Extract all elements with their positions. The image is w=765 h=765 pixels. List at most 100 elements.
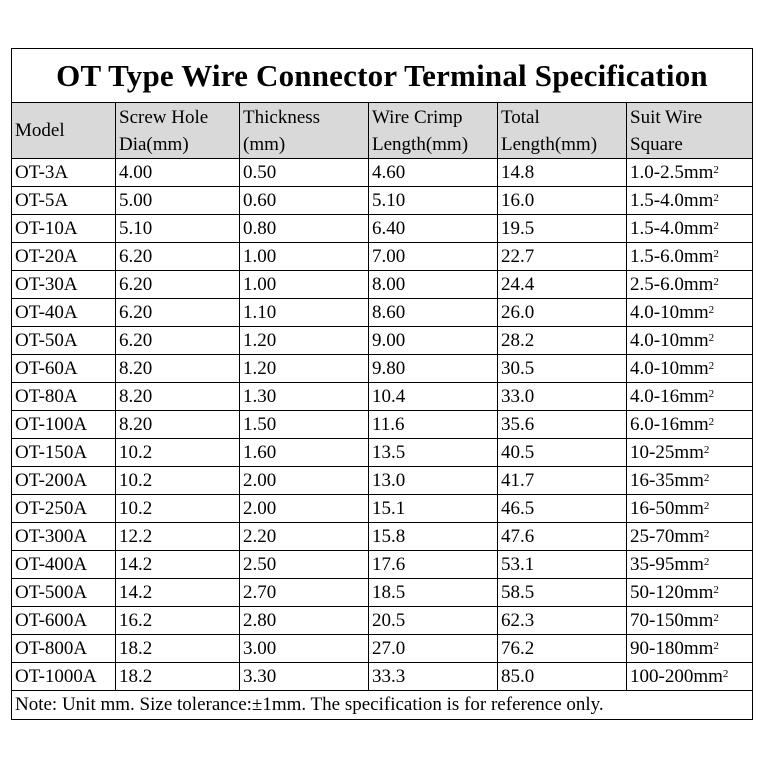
- spec-sheet: OT Type Wire Connector Terminal Specific…: [10, 48, 754, 720]
- cell-thickness: 3.00: [239, 634, 369, 663]
- cell-total-length: 30.5: [497, 354, 627, 383]
- squared-superscript: 2: [703, 556, 710, 568]
- cell-screw-hole-dia: 8.20: [115, 382, 240, 411]
- cell-suit-wire-square: 1.5-6.0mm2: [625, 242, 754, 271]
- squared-superscript: 2: [703, 500, 710, 512]
- cell-thickness: 2.00: [239, 494, 369, 523]
- cell-total-length: 24.4: [497, 270, 627, 299]
- column-header-wire-crimp-length: Wire Crimp Length(mm): [368, 102, 498, 159]
- cell-screw-hole-dia: 18.2: [115, 662, 240, 691]
- cell-screw-hole-dia: 16.2: [115, 606, 240, 635]
- cell-wire-crimp-length: 13.0: [368, 466, 498, 495]
- cell-model: OT-80A: [11, 382, 116, 411]
- cell-suit-wire-square: 1.5-4.0mm2: [625, 186, 754, 215]
- squared-superscript: 2: [708, 332, 715, 344]
- table-row: OT-10A 5.10 0.80 6.40 19.5 1.5-4.0mm2: [11, 214, 754, 243]
- table-row: OT-800A 18.2 3.00 27.0 76.2 90-180mm2: [11, 634, 754, 663]
- cell-total-length: 28.2: [497, 326, 627, 355]
- cell-thickness: 2.70: [239, 578, 369, 607]
- cell-suit-wire-square: 1.5-4.0mm2: [625, 214, 754, 243]
- cell-screw-hole-dia: 5.00: [115, 186, 240, 215]
- cell-model: OT-40A: [11, 298, 116, 327]
- squared-superscript: 2: [713, 584, 719, 596]
- cell-thickness: 0.50: [239, 158, 369, 187]
- squared-superscript: 2: [713, 164, 719, 176]
- cell-thickness: 2.80: [239, 606, 369, 635]
- squared-superscript: 2: [703, 528, 710, 540]
- column-header-line: (mm): [243, 133, 286, 155]
- cell-thickness: 1.50: [239, 410, 369, 439]
- cell-total-length: 14.8: [497, 158, 627, 187]
- cell-wire-crimp-length: 8.00: [368, 270, 498, 299]
- cell-thickness: 2.50: [239, 550, 369, 579]
- cell-model: OT-400A: [11, 550, 116, 579]
- column-header-line: Wire Crimp: [372, 106, 463, 128]
- cell-model: OT-300A: [11, 522, 116, 551]
- cell-total-length: 76.2: [497, 634, 627, 663]
- cell-model: OT-5A: [11, 186, 116, 215]
- cell-model: OT-3A: [11, 158, 116, 187]
- cell-model: OT-100A: [11, 410, 116, 439]
- cell-wire-crimp-length: 11.6: [368, 410, 498, 439]
- cell-suit-wire-square: 50-120mm2: [625, 578, 754, 607]
- cell-wire-crimp-length: 7.00: [368, 242, 498, 271]
- column-header-line: Thickness: [243, 106, 321, 128]
- cell-suit-wire-square: 16-50mm2: [625, 494, 754, 523]
- cell-thickness: 1.10: [239, 298, 369, 327]
- cell-total-length: 41.7: [497, 466, 627, 495]
- spec-table: OT Type Wire Connector Terminal Specific…: [10, 48, 754, 720]
- cell-total-length: 53.1: [497, 550, 627, 579]
- cell-model: OT-150A: [11, 438, 116, 467]
- cell-total-length: 58.5: [497, 578, 627, 607]
- table-row: OT-200A 10.2 2.00 13.0 41.7 16-35mm2: [11, 466, 754, 495]
- cell-suit-wire-square: 4.0-10mm2: [625, 354, 754, 383]
- table-row: OT-20A 6.20 1.00 7.00 22.7 1.5-6.0mm2: [11, 242, 754, 271]
- cell-model: OT-60A: [11, 354, 116, 383]
- squared-superscript: 2: [703, 444, 710, 456]
- cell-model: OT-50A: [11, 326, 116, 355]
- cell-screw-hole-dia: 18.2: [115, 634, 240, 663]
- table-row: OT-40A 6.20 1.10 8.60 26.0 4.0-10mm2: [11, 298, 754, 327]
- cell-suit-wire-square: 35-95mm2: [625, 550, 754, 579]
- column-header-line: Total: [501, 106, 540, 128]
- cell-model: OT-30A: [11, 270, 116, 299]
- cell-model: OT-500A: [11, 578, 116, 607]
- cell-screw-hole-dia: 12.2: [115, 522, 240, 551]
- cell-wire-crimp-length: 4.60: [368, 158, 498, 187]
- column-header-line: Length(mm): [501, 133, 598, 155]
- table-row: OT-400A 14.2 2.50 17.6 53.1 35-95mm2: [11, 550, 754, 579]
- column-header-line: Screw Hole: [119, 106, 209, 128]
- table-row: OT-100A 8.20 1.50 11.6 35.6 6.0-16mm2: [11, 410, 754, 439]
- table-row: OT-300A 12.2 2.20 15.8 47.6 25-70mm2: [11, 522, 754, 551]
- cell-screw-hole-dia: 10.2: [115, 466, 240, 495]
- cell-thickness: 0.80: [239, 214, 369, 243]
- cell-model: OT-10A: [11, 214, 116, 243]
- table-row: OT-150A 10.2 1.60 13.5 40.5 10-25mm2: [11, 438, 754, 467]
- cell-wire-crimp-length: 9.80: [368, 354, 498, 383]
- cell-model: OT-600A: [11, 606, 116, 635]
- cell-suit-wire-square: 4.0-10mm2: [625, 326, 754, 355]
- column-header-screw-hole-dia: Screw Hole Dia(mm): [115, 102, 240, 159]
- header-row: Model Screw Hole Dia(mm) Thickness (mm) Wire …: [11, 102, 754, 159]
- cell-suit-wire-square: 2.5-6.0mm2: [625, 270, 754, 299]
- table-row: OT-30A 6.20 1.00 8.00 24.4 2.5-6.0mm2: [11, 270, 754, 299]
- table-row: OT-250A 10.2 2.00 15.1 46.5 16-50mm2: [11, 494, 754, 523]
- cell-screw-hole-dia: 14.2: [115, 578, 240, 607]
- cell-wire-crimp-length: 17.6: [368, 550, 498, 579]
- cell-suit-wire-square: 90-180mm2: [625, 634, 754, 663]
- squared-superscript: 2: [722, 668, 729, 680]
- cell-total-length: 47.6: [497, 522, 627, 551]
- cell-suit-wire-square: 4.0-10mm2: [625, 298, 754, 327]
- table-row: OT-50A 6.20 1.20 9.00 28.2 4.0-10mm2: [11, 326, 754, 355]
- table-row: OT-600A 16.2 2.80 20.5 62.3 70-150mm2: [11, 606, 754, 635]
- footnote: Note: Unit mm. Size tolerance:±1mm. The …: [10, 690, 754, 720]
- cell-screw-hole-dia: 6.20: [115, 326, 240, 355]
- column-header-line: Length(mm): [372, 133, 469, 155]
- column-header-suit-wire-square: Suit Wire Square: [625, 102, 754, 159]
- cell-total-length: 19.5: [497, 214, 627, 243]
- cell-thickness: 1.00: [239, 270, 369, 299]
- column-header-line: Model: [15, 120, 65, 141]
- cell-model: OT-200A: [11, 466, 116, 495]
- cell-wire-crimp-length: 15.8: [368, 522, 498, 551]
- cell-wire-crimp-length: 5.10: [368, 186, 498, 215]
